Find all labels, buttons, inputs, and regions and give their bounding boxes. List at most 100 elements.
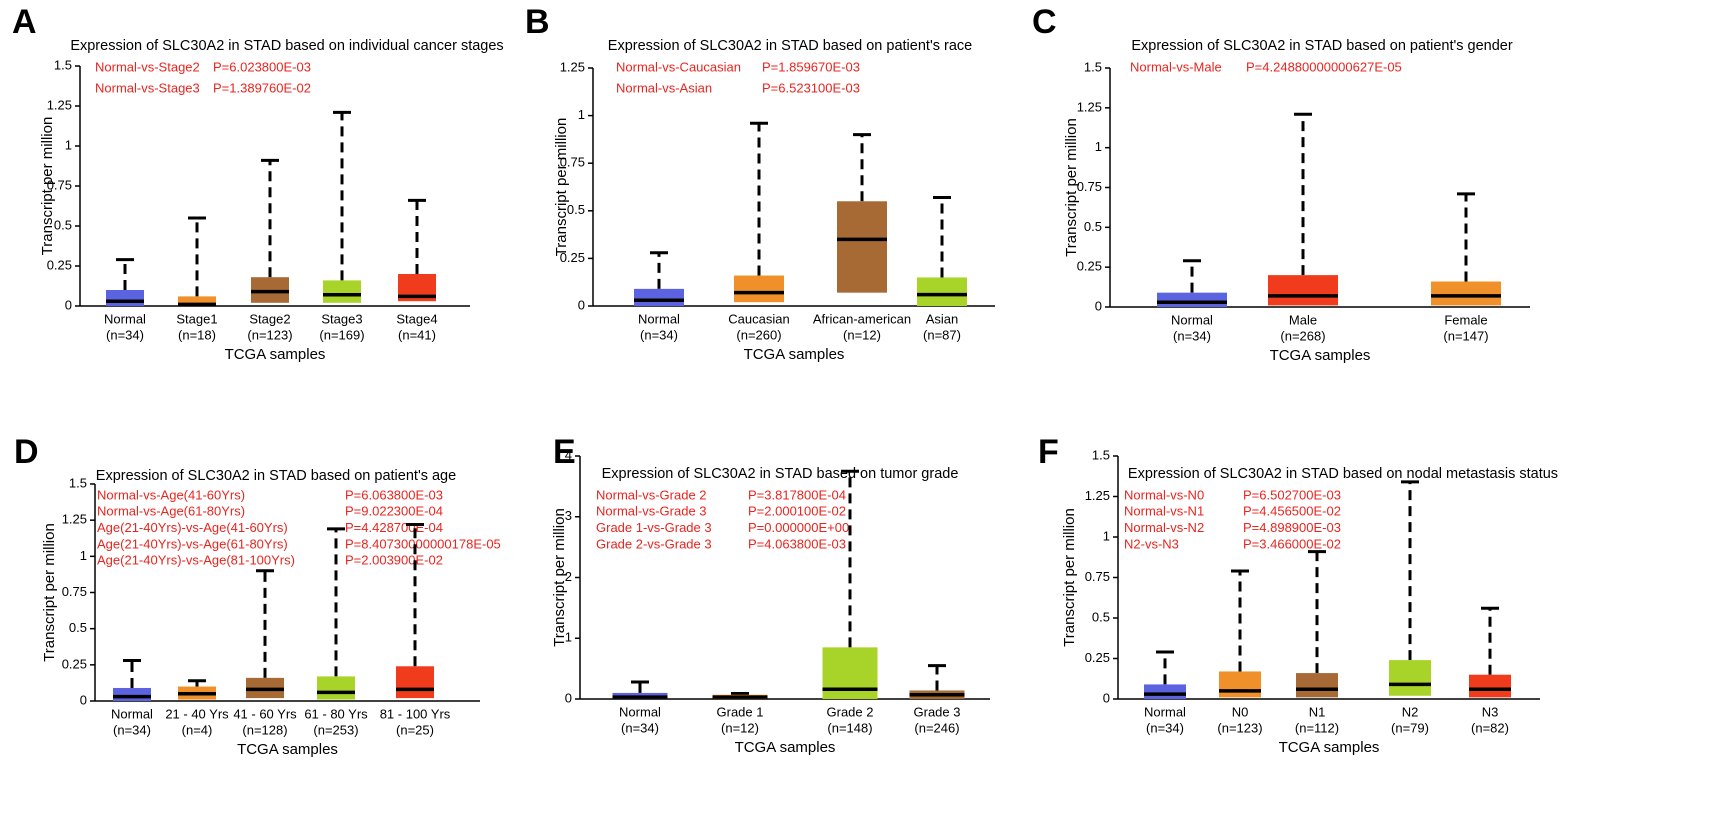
x-tick-label: Normal: [104, 311, 146, 326]
y-tick-label: 0: [565, 690, 572, 705]
chart-title: Expression of SLC30A2 in STAD based on p…: [1131, 38, 1513, 54]
box: [178, 296, 216, 306]
x-tick-label: N1: [1309, 704, 1326, 719]
x-tick-count: (n=268): [1280, 328, 1325, 343]
p-value: P=2.003900E-02: [345, 553, 443, 568]
x-tick-label: 61 - 80 Yrs: [304, 706, 368, 721]
y-tick-label: 1.5: [69, 475, 87, 490]
comparison-label: Age(21-40Yrs)-vs-Age(61-80Yrs): [97, 536, 288, 551]
comparison-label: Normal-vs-Grade 2: [596, 487, 707, 502]
chart-title: Expression of SLC30A2 in STAD based on p…: [96, 468, 456, 484]
y-tick-label: 0.25: [47, 257, 72, 272]
p-value: P=6.023800E-03: [213, 59, 311, 74]
comparison-label: Normal-vs-Grade 3: [596, 504, 707, 519]
x-tick-count: (n=34): [1173, 328, 1211, 343]
x-tick-label: African-american: [813, 311, 911, 326]
x-tick-count: (n=128): [242, 722, 287, 737]
p-value: P=4.063800E-03: [748, 536, 846, 551]
comparison-label: Normal-vs-Asian: [616, 80, 712, 95]
comparison-label: Grade 2-vs-Grade 3: [596, 536, 712, 551]
y-tick-label: 1.25: [560, 59, 585, 74]
x-tick-label: N2: [1402, 704, 1419, 719]
comparison-label: Age(21-40Yrs)-vs-Age(81-100Yrs): [97, 553, 295, 568]
y-tick-label: 0.75: [1085, 569, 1110, 584]
box: [1469, 674, 1511, 698]
box: [323, 280, 361, 303]
y-tick-label: 0.5: [1084, 219, 1102, 234]
comparison-label: Normal-vs-N0: [1124, 487, 1204, 502]
y-tick-label: 0: [80, 692, 87, 707]
x-axis-label: TCGA samples: [1270, 347, 1371, 364]
y-tick-label: 0: [578, 297, 585, 312]
y-tick-label: 0.75: [62, 584, 87, 599]
p-value: P=3.817800E-04: [748, 487, 846, 502]
p-value: P=1.389760E-02: [213, 80, 311, 95]
x-tick-label: Caucasian: [728, 311, 789, 326]
y-tick-label: 0.5: [1092, 609, 1110, 624]
box: [396, 666, 434, 699]
panel-letter: F: [1038, 433, 1059, 471]
panel-letter: B: [525, 3, 550, 41]
x-tick-label: Male: [1289, 312, 1317, 327]
x-tick-count: (n=123): [247, 327, 292, 342]
y-tick-label: 0.75: [47, 177, 72, 192]
y-tick-label: 0.25: [1077, 259, 1102, 274]
x-tick-count: (n=147): [1443, 328, 1488, 343]
x-tick-count: (n=246): [914, 720, 959, 735]
x-tick-label: N0: [1232, 704, 1249, 719]
y-tick-label: 1: [1103, 528, 1110, 543]
panel-letter: E: [553, 433, 576, 471]
chart-title: Expression of SLC30A2 in STAD based on t…: [602, 466, 959, 482]
x-tick-count: (n=79): [1391, 720, 1429, 735]
y-tick-label: 1.25: [1085, 488, 1110, 503]
x-tick-count: (n=169): [319, 327, 364, 342]
x-tick-count: (n=4): [182, 722, 213, 737]
y-tick-label: 0.25: [1085, 650, 1110, 665]
y-tick-label: 3: [565, 508, 572, 523]
y-tick-label: 0: [65, 297, 72, 312]
x-tick-count: (n=253): [313, 722, 358, 737]
comparison-label: Normal-vs-N1: [1124, 504, 1204, 519]
x-tick-label: 41 - 60 Yrs: [233, 706, 297, 721]
box: [106, 290, 144, 306]
x-tick-label: Normal: [111, 706, 153, 721]
chart-title: Expression of SLC30A2 in STAD based on p…: [608, 38, 972, 54]
panel-letter: D: [14, 433, 39, 471]
p-value: P=6.063800E-03: [345, 487, 443, 502]
y-axis-label: Transcript per million: [553, 118, 570, 257]
x-tick-count: (n=87): [923, 327, 961, 342]
p-value: P=3.466000E-02: [1243, 536, 1341, 551]
x-tick-label: Grade 2: [827, 704, 874, 719]
x-tick-count: (n=12): [721, 720, 759, 735]
box: [837, 201, 887, 293]
comparison-label: Age(21-40Yrs)-vs-Age(41-60Yrs): [97, 520, 288, 535]
y-axis-label: Transcript per million: [1063, 118, 1080, 257]
box: [1296, 673, 1338, 698]
x-tick-count: (n=260): [736, 327, 781, 342]
y-tick-label: 0: [1103, 690, 1110, 705]
box: [634, 288, 684, 306]
x-tick-count: (n=18): [178, 327, 216, 342]
y-axis-label: Transcript per million: [41, 523, 58, 662]
y-tick-label: 0.5: [54, 217, 72, 232]
x-tick-count: (n=123): [1217, 720, 1262, 735]
p-value: P=1.859670E-03: [762, 59, 860, 74]
x-tick-count: (n=41): [398, 327, 436, 342]
y-tick-label: 0: [1095, 298, 1102, 313]
x-tick-label: Normal: [1171, 312, 1213, 327]
x-axis-label: TCGA samples: [237, 741, 338, 758]
x-tick-label: Grade 1: [717, 704, 764, 719]
box: [1144, 684, 1186, 699]
y-tick-label: 1.25: [1077, 99, 1102, 114]
box: [822, 647, 878, 699]
x-tick-count: (n=82): [1471, 720, 1509, 735]
p-value: P=4.24880000000627E-05: [1246, 59, 1402, 74]
x-axis-label: TCGA samples: [744, 346, 845, 363]
y-tick-label: 1: [65, 137, 72, 152]
x-axis-label: TCGA samples: [225, 346, 326, 363]
y-tick-label: 1: [578, 107, 585, 122]
chart-title: Expression of SLC30A2 in STAD based on n…: [1128, 466, 1558, 482]
x-tick-label: Grade 3: [914, 704, 961, 719]
x-axis-label: TCGA samples: [1279, 739, 1380, 756]
